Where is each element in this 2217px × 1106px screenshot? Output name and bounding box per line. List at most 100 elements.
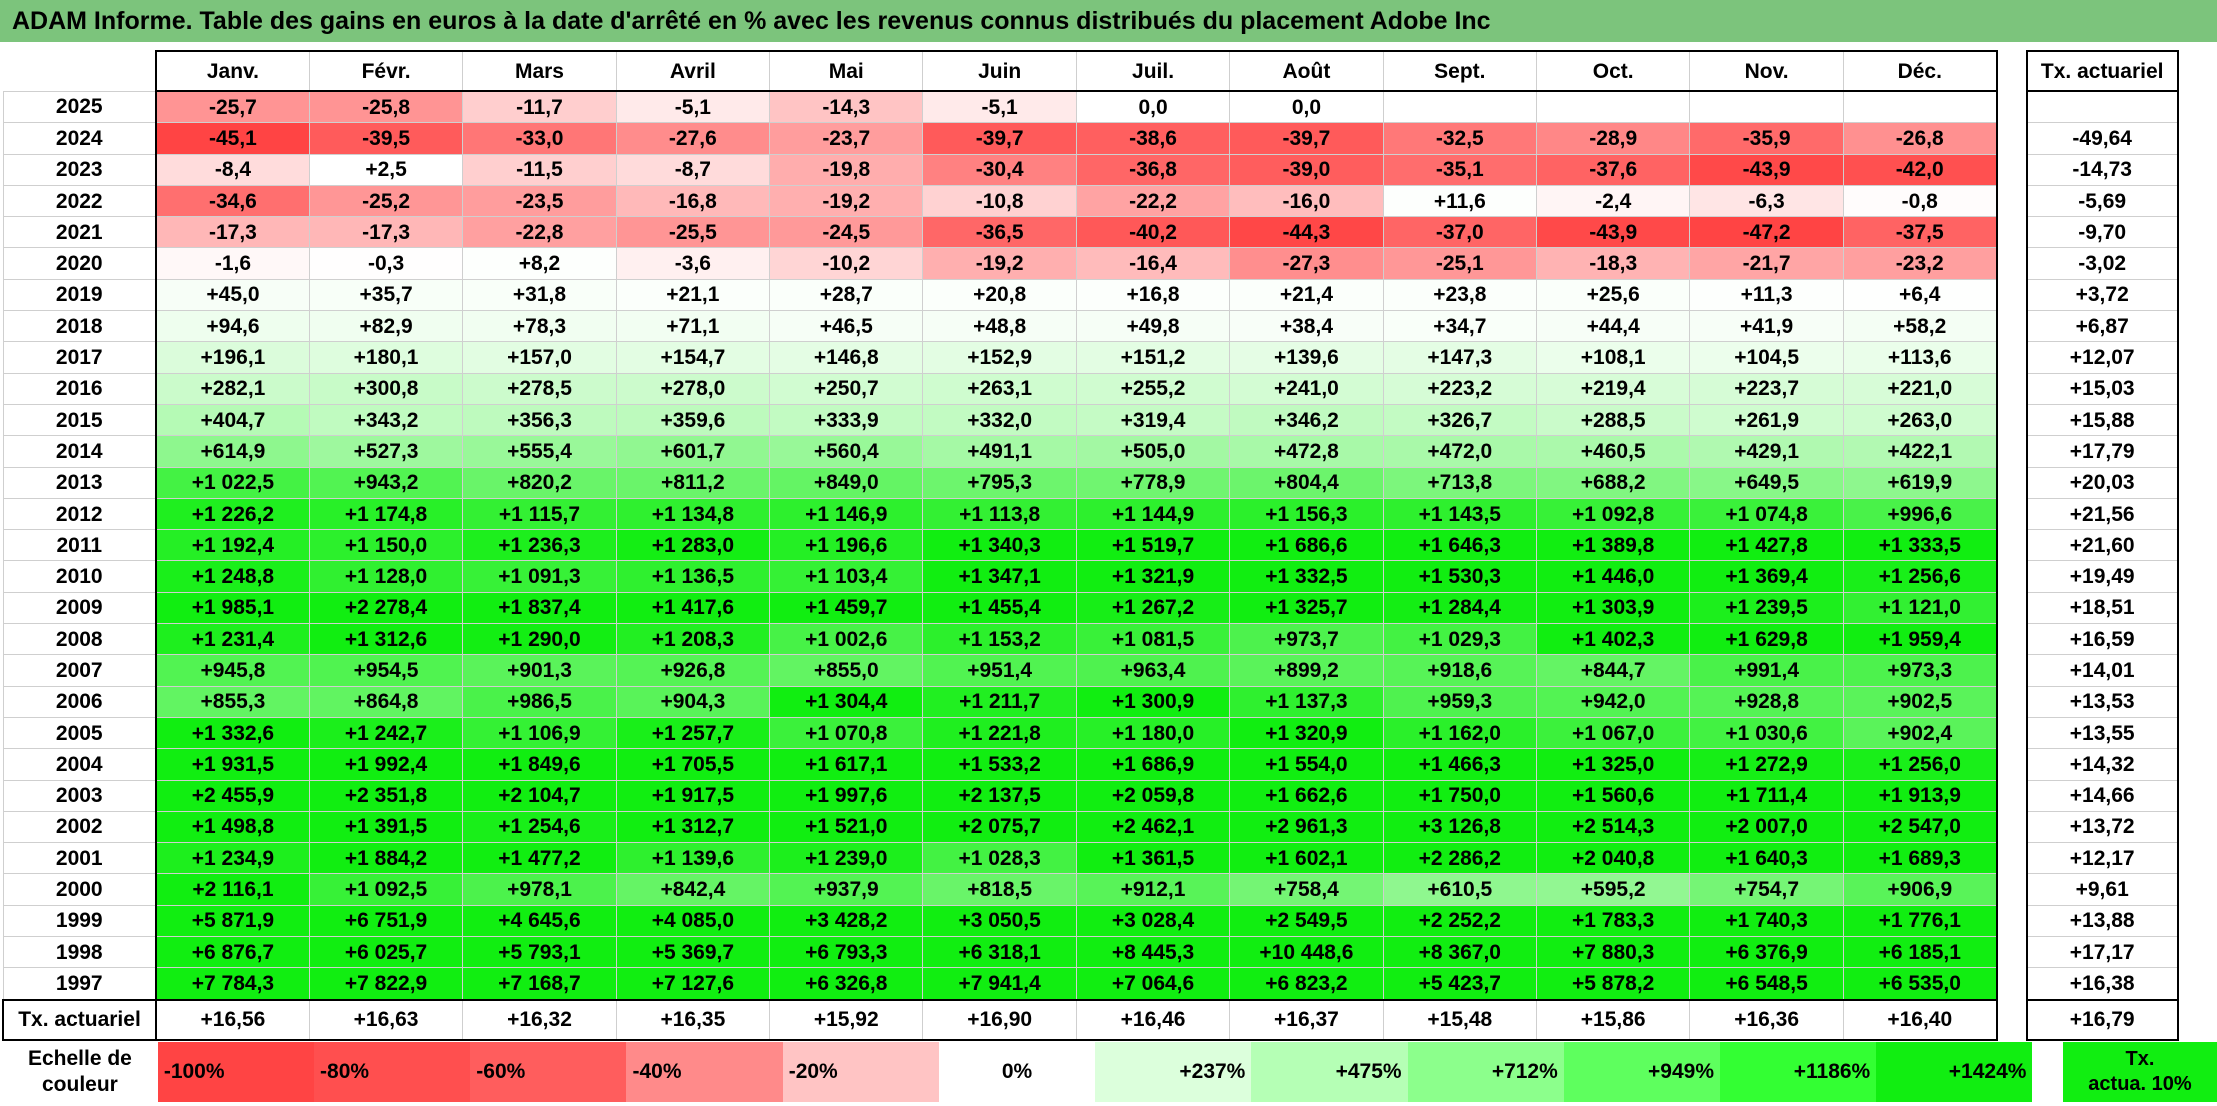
value-cell: +326,7 xyxy=(1382,403,1538,437)
value-cell: +1 239,5 xyxy=(1689,591,1844,625)
tx-cell: +14,66 xyxy=(2025,779,2179,812)
value-cell: +1 196,6 xyxy=(769,529,924,562)
value-cell: +1 174,8 xyxy=(308,497,464,531)
value-cell: +1 153,2 xyxy=(922,623,1077,656)
value-cell: +1 284,4 xyxy=(1382,591,1538,625)
table-row: 2017 +196,1 +180,1 +157,0 +154,7 +146,8 +152,9… xyxy=(2,341,2179,374)
value-cell: +904,3 xyxy=(615,685,771,718)
value-cell: +4 645,6 xyxy=(462,904,617,938)
gap-cell xyxy=(1996,435,2027,468)
table-row: 2012 +1 226,2 +1 174,8 +1 115,7 +1 134,8 +1 1… xyxy=(2,497,2179,531)
value-cell: -34,6 xyxy=(154,184,310,218)
row-year: 2006 xyxy=(2,685,157,718)
gap-cell xyxy=(1996,873,2027,906)
value-cell: +41,9 xyxy=(1689,310,1844,343)
value-cell: +6 376,9 xyxy=(1689,936,1844,969)
value-cell: -27,3 xyxy=(1229,247,1384,280)
color-scale-step: +1424% xyxy=(1876,1042,2033,1102)
value-cell: +1 837,4 xyxy=(462,591,617,625)
tx-cell: +12,17 xyxy=(2025,842,2179,875)
value-cell: +104,5 xyxy=(1689,341,1844,374)
value-cell: +263,1 xyxy=(922,372,1077,405)
value-cell: +1 091,3 xyxy=(462,560,617,593)
value-cell: +1 312,7 xyxy=(615,810,771,844)
value-cell: +1 134,8 xyxy=(615,497,771,531)
month-header: Juil. xyxy=(1075,50,1231,92)
row-year: 2015 xyxy=(2,403,157,437)
value-cell: +1 226,2 xyxy=(154,497,310,531)
value-cell: -23,2 xyxy=(1842,247,1998,280)
value-cell: +5 369,7 xyxy=(615,936,771,969)
value-cell: +505,0 xyxy=(1075,435,1231,468)
value-cell: -39,5 xyxy=(308,122,464,155)
summary-cell: +16,40 xyxy=(1842,998,1998,1041)
value-cell: +864,8 xyxy=(308,685,464,718)
value-cell: +6 025,7 xyxy=(308,936,464,969)
row-year: 2004 xyxy=(2,748,157,781)
value-cell: -10,8 xyxy=(922,184,1077,218)
value-cell: +2 104,7 xyxy=(462,779,617,812)
value-cell: +1 560,6 xyxy=(1536,779,1691,812)
gap-cell xyxy=(1996,811,2027,843)
value-cell: +1 256,0 xyxy=(1842,748,1998,781)
tx-cell: +13,72 xyxy=(2025,810,2179,844)
value-cell xyxy=(1536,90,1691,124)
table-row: 2018 +94,6 +82,9 +78,3 +71,1 +46,5 +48,8 +49,8 +… xyxy=(2,310,2179,343)
value-cell: +151,2 xyxy=(1075,341,1231,374)
value-cell: +3 050,5 xyxy=(922,904,1077,938)
value-cell: -38,6 xyxy=(1075,122,1231,155)
value-cell: -16,4 xyxy=(1075,247,1231,280)
month-header: Déc. xyxy=(1842,50,1998,92)
gap-cell xyxy=(1996,51,2027,91)
gap-cell xyxy=(1996,310,2027,342)
value-cell: -37,6 xyxy=(1536,153,1691,186)
value-cell: +1 092,5 xyxy=(308,873,464,906)
value-cell: +2 137,5 xyxy=(922,779,1077,812)
value-cell: +58,2 xyxy=(1842,310,1998,343)
value-cell: +1 028,3 xyxy=(922,842,1077,875)
value-cell: +2 116,1 xyxy=(154,873,310,906)
summary-cell: +16,35 xyxy=(615,998,771,1041)
value-cell: +1 113,8 xyxy=(922,497,1077,531)
gap-cell xyxy=(1996,373,2027,405)
value-cell: +404,7 xyxy=(154,403,310,437)
value-cell: +1 498,8 xyxy=(154,810,310,844)
value-cell: +560,4 xyxy=(769,435,924,468)
row-year: 2023 xyxy=(2,153,157,186)
value-cell: -5,1 xyxy=(615,90,771,124)
gap-cell xyxy=(1996,247,2027,280)
value-cell: +937,9 xyxy=(769,873,924,906)
value-cell: +288,5 xyxy=(1536,403,1691,437)
color-scale-step: +949% xyxy=(1563,1042,1721,1102)
row-year: 2016 xyxy=(2,372,157,405)
value-cell: +6,4 xyxy=(1842,278,1998,312)
value-cell: -8,7 xyxy=(615,153,771,186)
value-cell: -23,5 xyxy=(462,184,617,218)
value-cell: +1 162,0 xyxy=(1382,716,1538,750)
value-cell: +3 428,2 xyxy=(769,904,924,938)
value-cell: +1 369,4 xyxy=(1689,560,1844,593)
tx-cell: +15,88 xyxy=(2025,403,2179,437)
value-cell: +94,6 xyxy=(154,310,310,343)
row-year: 1999 xyxy=(2,904,157,938)
table-row: 2011 +1 192,4 +1 150,0 +1 236,3 +1 283,0 +1 1… xyxy=(2,529,2179,562)
color-scale-step: +237% xyxy=(1095,1042,1252,1102)
value-cell: +912,1 xyxy=(1075,873,1231,906)
value-cell: +928,8 xyxy=(1689,685,1844,718)
summary-cell: +16,37 xyxy=(1229,998,1384,1041)
value-cell: +6 326,8 xyxy=(769,967,924,1001)
page-title: ADAM Informe. Table des gains en euros à… xyxy=(0,0,2217,42)
value-cell: +49,8 xyxy=(1075,310,1231,343)
value-cell: +1 115,7 xyxy=(462,497,617,531)
table-row: 2002 +1 498,8 +1 391,5 +1 254,6 +1 312,7 +1 5… xyxy=(2,810,2179,844)
tx-cell: +14,32 xyxy=(2025,748,2179,781)
value-cell: +1 146,9 xyxy=(769,497,924,531)
value-cell: -25,2 xyxy=(308,184,464,218)
value-cell: -45,1 xyxy=(154,122,310,155)
value-cell: +472,8 xyxy=(1229,435,1384,468)
value-cell: +332,0 xyxy=(922,403,1077,437)
value-cell: +1 931,5 xyxy=(154,748,310,781)
value-cell: +223,7 xyxy=(1689,372,1844,405)
tx-cell: +17,17 xyxy=(2025,936,2179,969)
value-cell: +1 022,5 xyxy=(154,466,310,499)
